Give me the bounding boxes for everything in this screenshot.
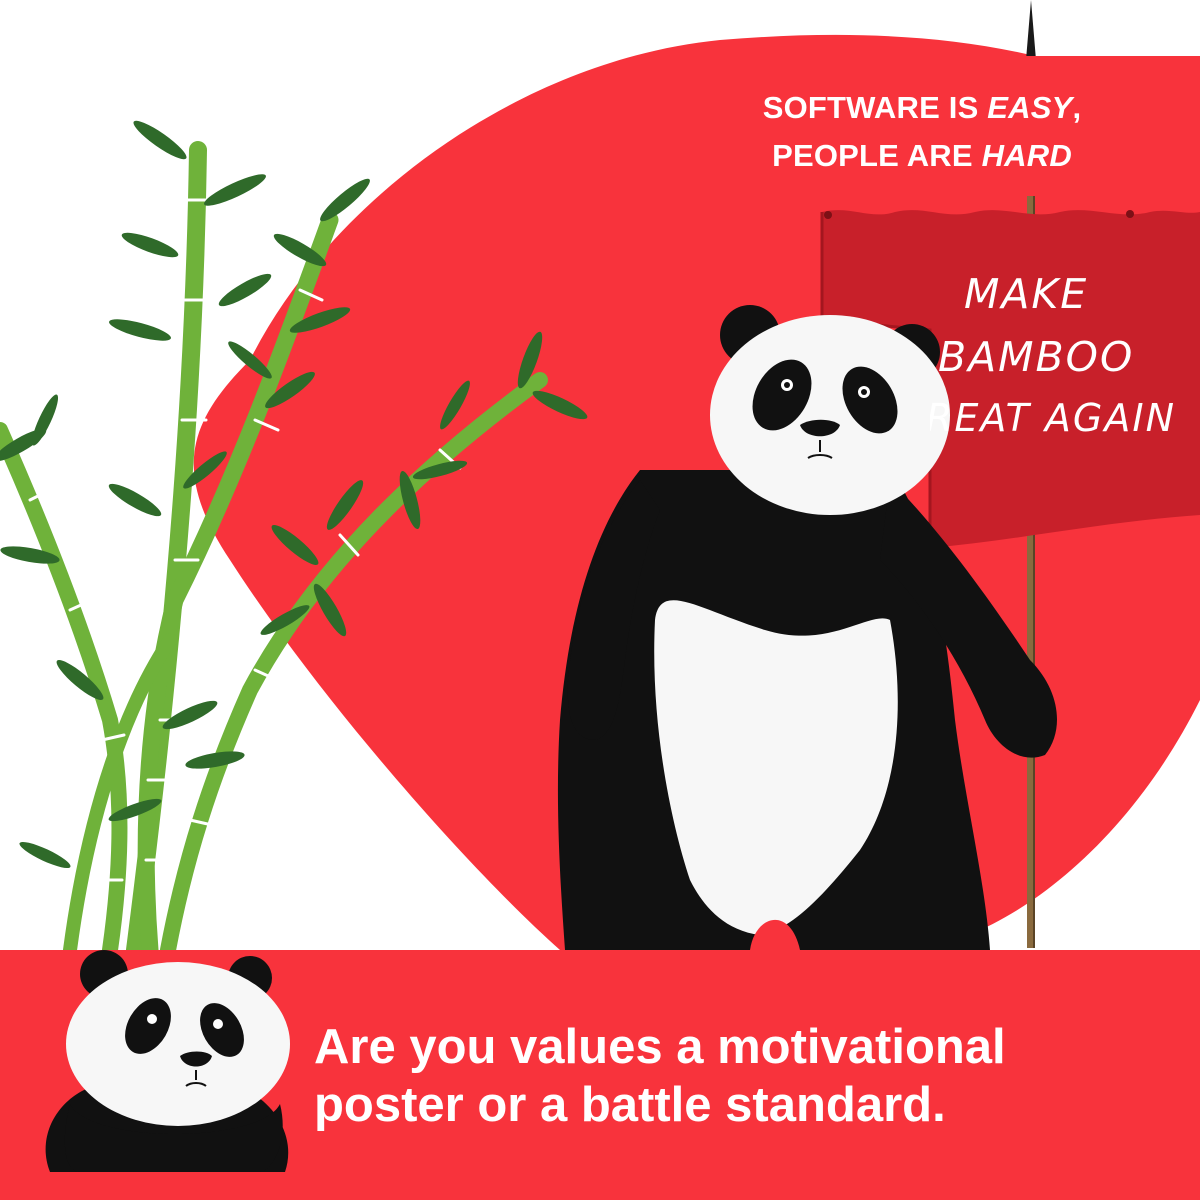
caption-text: Are you values a motivational poster or … <box>314 1018 1184 1134</box>
flag-line-1: MAKE <box>964 270 1089 318</box>
caption-line-2: poster or a battle standard. <box>314 1078 946 1132</box>
banner-emphasis-easy: EASY <box>987 90 1073 125</box>
banner-emphasis-hard: HARD <box>981 138 1072 173</box>
panda-icon <box>557 305 1057 950</box>
top-banner: SOFTWARE IS EASY, PEOPLE ARE HARD <box>644 56 1200 196</box>
flag-slogan: MAKE BAMBOO REAT AGAIN <box>930 268 1190 488</box>
flag-line-3: REAT AGAIN <box>930 396 1177 440</box>
caption-line-1: Are you values a motivational <box>314 1020 1006 1074</box>
flag-line-2: BAMBOO <box>938 333 1135 381</box>
banner-line-2: PEOPLE ARE HARD <box>772 138 1072 173</box>
panda-face-icon <box>45 950 290 1172</box>
bamboo-icon <box>0 120 588 959</box>
banner-line-1: SOFTWARE IS EASY, <box>762 90 1082 125</box>
